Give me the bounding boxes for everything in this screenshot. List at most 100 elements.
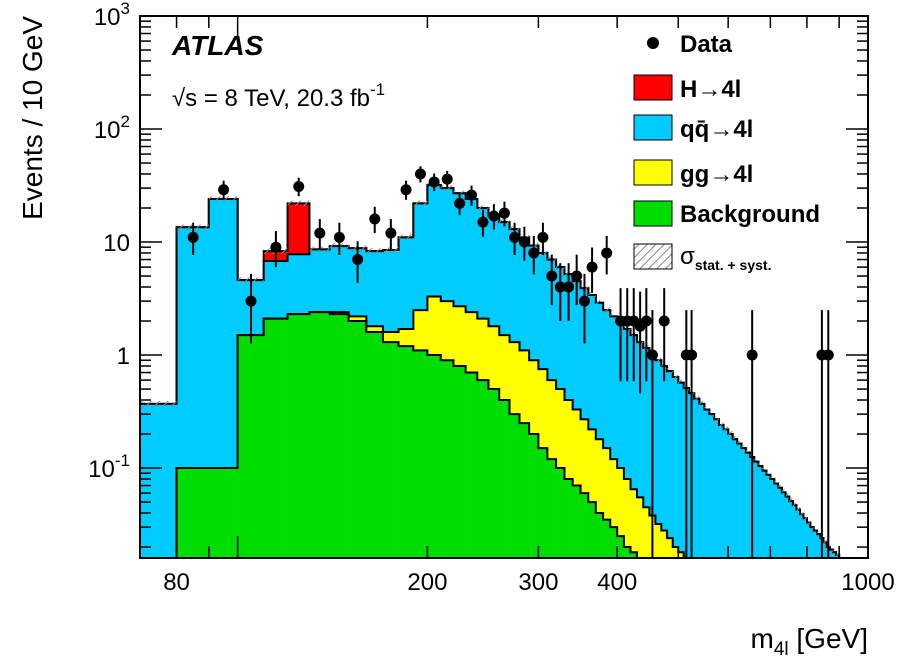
uncertainty-bin-740 <box>785 493 790 500</box>
legend-swatch-higgs <box>633 74 673 101</box>
bar-qqbar-460 <box>655 360 662 558</box>
bar-gg-500 <box>678 552 684 558</box>
legend: Data H→4l qq̄→4l gg→4l Background σstat.… <box>633 31 820 273</box>
x-tick-label-400: 400 <box>597 569 637 596</box>
legend-marker-data <box>647 37 659 49</box>
bar-qqbar-600 <box>728 434 733 558</box>
bar-qqbar-400 <box>617 323 625 558</box>
y-tick-label-100: 102 <box>94 112 130 144</box>
bar-qqbar-410 <box>623 328 631 558</box>
legend-label-data: Data <box>680 31 733 58</box>
data-point-345 <box>571 254 583 306</box>
uncertainty-bin-240 <box>477 205 489 211</box>
bar-gg-350 <box>580 419 589 558</box>
bar-qqbar-490 <box>672 376 679 558</box>
uncertainty-bin-550 <box>704 406 710 413</box>
uncertainty-bin-690 <box>766 472 771 478</box>
series-background <box>140 311 868 558</box>
uncertainty-bin-70 <box>140 400 177 407</box>
uncertainty-bin-890 <box>836 552 840 558</box>
legend-label-background: Background <box>680 201 820 228</box>
bar-qqbar-70 <box>140 403 177 558</box>
bar-qqbar-570 <box>714 419 720 558</box>
bar-qqbar-690 <box>766 474 771 558</box>
bar-qqbar-370 <box>595 302 604 558</box>
bar-qqbar-470 <box>661 365 668 558</box>
bar-background-240 <box>477 380 489 558</box>
bar-gg-400 <box>617 468 625 558</box>
uncertainty-bin-810 <box>810 524 814 531</box>
x-axis-title: m4l [GeV] <box>751 623 869 660</box>
bar-background-260 <box>499 400 510 558</box>
bar-qqbar-420 <box>630 335 638 558</box>
bar-background-130 <box>309 312 331 558</box>
data-point-265 <box>498 201 510 227</box>
bar-background-340 <box>572 485 581 558</box>
bar-qqbar-880 <box>833 552 837 558</box>
bar-gg-490 <box>672 547 679 558</box>
bar-qqbar-610 <box>732 439 738 558</box>
bar-background-420 <box>630 552 638 558</box>
uncertainty-bin-790 <box>803 515 807 522</box>
bar-background-360 <box>588 502 597 558</box>
uncertainty-bin-610 <box>732 436 738 443</box>
data-point-455 <box>646 310 658 558</box>
bar-qqbar-820 <box>813 530 818 558</box>
bar-background-400 <box>617 536 625 558</box>
bar-qqbar-670 <box>758 466 763 558</box>
outline-gg <box>140 295 868 558</box>
uncertainty-bin-360 <box>588 292 596 298</box>
uncertainty-bin-640 <box>745 449 751 456</box>
uncertainty-bin-170 <box>382 247 399 253</box>
bar-background-290 <box>529 434 539 558</box>
data-point-255 <box>488 204 500 230</box>
bar-qqbar-550 <box>704 409 710 558</box>
bar-background-110 <box>263 318 288 558</box>
uncertainty-bin-730 <box>781 489 786 496</box>
bar-background-250 <box>488 389 500 558</box>
bar-background-160 <box>366 331 384 558</box>
data-point-185 <box>400 180 412 200</box>
uncertainty-bin-770 <box>796 506 800 513</box>
data-point-145 <box>333 222 345 255</box>
uncertainty-bin-120 <box>287 200 310 207</box>
data-point-845 <box>816 310 828 558</box>
uncertainty-bin-670 <box>758 463 763 469</box>
bar-gg-460 <box>655 523 662 558</box>
uncertainty-bin-820 <box>813 527 817 534</box>
x-tick-label-200: 200 <box>407 569 447 596</box>
histogram-layer <box>140 183 868 558</box>
bar-background-320 <box>556 468 565 558</box>
bar-qqbar-770 <box>796 509 801 558</box>
uncertainty-bin-680 <box>762 467 767 474</box>
bar-gg-390 <box>610 459 618 558</box>
bar-gg-480 <box>667 538 674 558</box>
bar-background-200 <box>427 355 442 558</box>
bar-background-170 <box>382 342 399 558</box>
bar-qqbar-630 <box>741 448 747 558</box>
bar-background-150 <box>348 321 367 558</box>
bar-qqbar-620 <box>737 443 742 558</box>
data-point-245 <box>477 209 489 237</box>
data-point-475 <box>658 288 670 382</box>
uncertainty-bin-700 <box>770 476 775 482</box>
bar-qqbar-580 <box>718 425 724 558</box>
uncertainty-bin-180 <box>398 234 414 241</box>
data-point-115 <box>270 231 282 268</box>
data-point-315 <box>546 254 558 306</box>
data-point-385 <box>601 235 613 275</box>
bar-background-380 <box>603 519 611 558</box>
data-point-325 <box>554 263 566 322</box>
uncertainty-bin-390 <box>610 313 618 320</box>
bar-background-280 <box>519 423 530 558</box>
legend-swatch-qqbar <box>633 114 673 141</box>
bar-qqbar-850 <box>823 542 828 558</box>
data-point-445 <box>640 288 652 382</box>
bar-gg-360 <box>588 429 597 558</box>
y-tick-label-10: 10 <box>103 230 130 257</box>
bar-qqbar-440 <box>643 348 650 558</box>
bar-qqbar-430 <box>636 342 644 558</box>
bar-qqbar-800 <box>806 522 811 558</box>
bar-background-350 <box>580 493 589 558</box>
bar-background-270 <box>509 414 520 558</box>
